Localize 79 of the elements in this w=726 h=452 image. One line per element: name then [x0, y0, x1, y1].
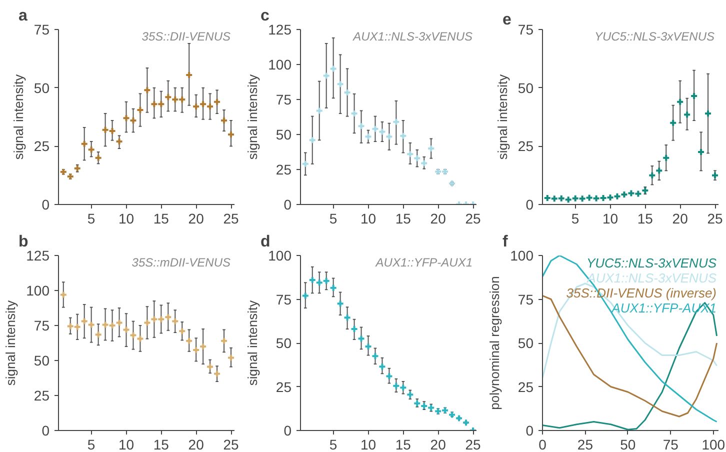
x-tick-label: 100: [702, 436, 726, 452]
y-tick-label: 125: [268, 22, 292, 38]
y-axis-title: signal intensity: [3, 300, 18, 386]
x-tick-label: 75: [662, 436, 679, 452]
y-tick-label: 0: [526, 196, 534, 212]
x-tick-label: 15: [395, 436, 412, 452]
chart-subtitle: 35S::mDII-VENUS: [132, 256, 231, 270]
chart-title: c: [260, 8, 270, 24]
x-tick-label: 10: [118, 210, 134, 226]
y-tick-label: 50: [34, 80, 50, 96]
y-tick-label: 25: [34, 388, 50, 404]
x-tick-label: 15: [637, 210, 654, 226]
y-tick-label: 100: [26, 282, 50, 298]
y-axis-title: signal intensity: [245, 300, 260, 386]
x-tick-label: 25: [577, 436, 594, 452]
x-tick-label: 5: [329, 210, 338, 226]
x-tick-label: 5: [571, 210, 580, 226]
y-tick-label: 0: [284, 422, 292, 438]
y-tick-label: 75: [34, 22, 50, 38]
y-axis-title: signal intensity: [494, 74, 510, 160]
x-tick-label: 25: [465, 210, 482, 226]
x-tick-label: 5: [87, 210, 96, 226]
y-tick-label: 25: [518, 138, 534, 154]
y-tick-label: 50: [518, 80, 534, 96]
x-tick-label: 10: [360, 210, 376, 226]
x-tick-label: 10: [602, 210, 618, 226]
chart-subtitle: YUC5::NLS-3xVENUS: [594, 30, 715, 44]
y-tick-label: 75: [518, 291, 534, 308]
y-tick-label: 0: [42, 422, 50, 438]
x-tick-label: 10: [360, 436, 376, 452]
chart-subtitle: 35S::DII-VENUS: [142, 30, 231, 44]
x-tick-label: 20: [672, 210, 688, 226]
chart-title: e: [502, 12, 512, 28]
y-tick-label: 75: [276, 291, 292, 308]
x-tick-label: 50: [620, 436, 636, 452]
chart-subtitle: AUX1::NLS-3xVENUS: [352, 30, 472, 44]
x-tick-label: 20: [430, 210, 446, 226]
y-tick-label: 75: [34, 318, 50, 334]
y-tick-label: 75: [518, 22, 534, 38]
y-tick-label: 50: [518, 335, 534, 351]
x-tick-label: 20: [430, 436, 446, 452]
y-tick-label: 25: [34, 138, 50, 154]
y-tick-label: 25: [276, 378, 292, 395]
chart-title: d: [260, 234, 270, 250]
y-tick-label: 75: [276, 92, 292, 108]
chart-subtitle: AUX1::YFP-AUX1: [374, 256, 473, 270]
x-tick-label: 15: [153, 210, 170, 226]
y-tick-label: 50: [276, 126, 292, 142]
y-tick-label: 100: [510, 248, 534, 264]
y-tick-label: 125: [26, 248, 50, 264]
y-tick-label: 25: [518, 378, 534, 395]
x-tick-label: 5: [87, 436, 96, 452]
y-tick-label: 100: [268, 56, 292, 72]
x-tick-label: 15: [153, 436, 170, 452]
x-tick-label: 5: [329, 436, 338, 452]
x-tick-label: 20: [188, 436, 204, 452]
y-tick-label: 50: [276, 335, 292, 351]
x-tick-label: 0: [538, 436, 547, 452]
x-tick-label: 25: [465, 436, 482, 452]
chart-title: f: [502, 234, 508, 250]
y-axis-title: signal intensity: [10, 74, 26, 160]
y-tick-label: 0: [284, 196, 292, 212]
x-tick-label: 10: [118, 436, 134, 452]
chart-title: a: [18, 8, 28, 24]
y-tick-label: 100: [268, 248, 292, 264]
y-tick-label: 50: [34, 352, 50, 368]
y-tick-label: 25: [276, 162, 292, 178]
x-tick-label: 25: [707, 210, 724, 226]
x-tick-label: 25: [223, 210, 240, 226]
chart-title: b: [18, 234, 28, 250]
x-tick-label: 25: [223, 436, 240, 452]
y-tick-label: 0: [42, 196, 50, 212]
series-label: AUX1::NLS-3xVENUS: [586, 270, 717, 286]
x-tick-label: 20: [188, 210, 204, 226]
y-axis-title: polynominal regression: [487, 276, 502, 410]
y-axis-title: signal intensity: [245, 74, 260, 160]
x-tick-label: 15: [395, 210, 412, 226]
text: YUC5::NLS-3xVENUS: [586, 256, 717, 270]
y-tick-label: 0: [526, 422, 534, 438]
